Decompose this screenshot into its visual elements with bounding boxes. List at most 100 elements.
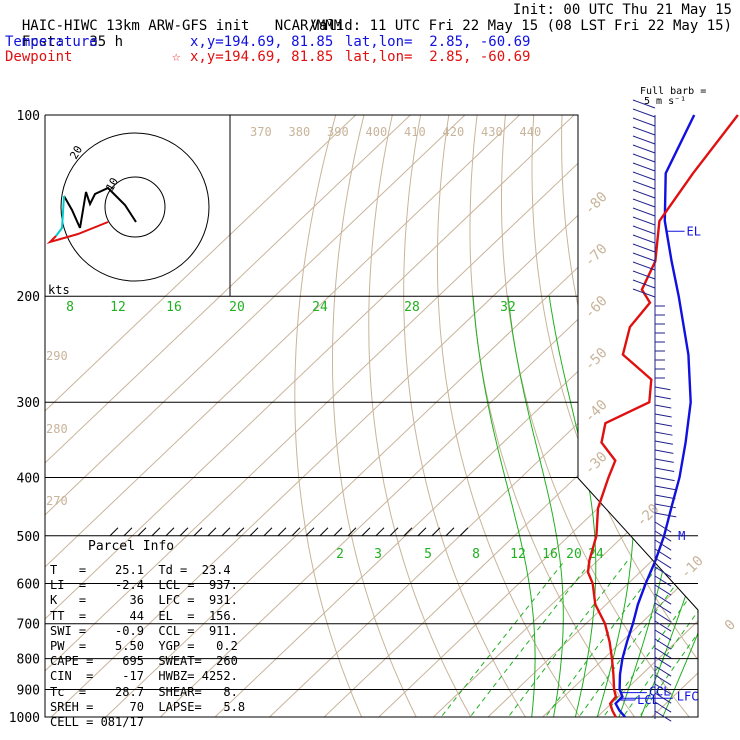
dry-adiabat-line [368,115,479,717]
wind-barb [632,288,656,298]
tick-mark [277,527,287,537]
mixing-ratio-line [430,560,566,717]
wind-barb [654,647,672,659]
wind-barb [632,207,656,217]
wind-barb [654,602,672,614]
tick-mark [235,527,245,537]
level-label-lcl: LCL [637,693,659,707]
isotherm-label: -70 [582,241,611,270]
isotherm-label: 0 [722,617,739,634]
tick-mark [291,527,301,537]
pressure-tick-label: 1000 [9,711,40,726]
dewpoint-star-icon: ☆ [172,49,181,65]
wind-barb [654,449,674,454]
sounding-traces [229,114,739,718]
barb-legend-line1: Full barb = [640,86,707,97]
tick-mark [347,527,357,537]
wind-barb [654,638,672,650]
wind-barb [654,710,672,722]
hodograph-trace-mid [55,195,65,237]
moist-adiabat-label: 12 [110,300,126,315]
pressure-tick-label: 500 [17,530,40,545]
wind-barb [632,99,656,109]
org-name: NCAR/MMM [274,18,343,34]
wind-barb [654,467,675,472]
plot-frame [44,114,699,718]
moist-adiabat-label: 20 [229,300,245,315]
pressure-tick-label: 800 [17,653,40,668]
wind-barb [632,117,656,127]
isotherm-line [45,115,357,717]
dewpoint-legend: Dewpoint [5,49,73,65]
dewpoint-xy: x,y=194.69, 81.85 [190,49,334,65]
dry-adiabat-line [294,115,368,717]
isotherm-line [323,115,698,717]
moist-adiabat-label: 8 [66,300,74,315]
hodograph-ring-label: 20 [67,144,85,162]
wind-barb [654,584,672,596]
wind-barb [632,270,656,280]
wind-barb [654,494,676,500]
moist-adiabat-line [662,296,698,717]
wind-barb [654,503,676,509]
isotherm-line [378,115,698,717]
wind-barb [654,674,672,686]
pressure-tick-label: 900 [17,683,40,698]
wind-barb [654,458,674,463]
pressure-tick-label: 400 [17,471,40,486]
wind-barb [654,665,672,677]
wind-barb [654,557,672,569]
pressure-tick-label: 100 [17,109,40,124]
dry-adiabat-line [403,115,534,717]
moist-adiabat-label: 16 [166,300,182,315]
dry-adiabat-line [674,115,698,717]
wind-barb [632,225,656,235]
wind-barb [632,126,656,136]
valid-time: Valid: 11 UTC Fri 22 May 15 (08 LST Fri … [310,18,732,34]
isotherm-line [45,115,575,717]
isotherm-label: -60 [582,293,611,322]
tick-mark [375,527,385,537]
mixing-ratio-label: 8 [472,547,480,562]
wind-barb [632,252,656,262]
tick-mark [319,527,329,537]
isotherm-label: -20 [633,501,662,530]
mixing-ratio-label: 20 [566,547,582,562]
wind-barb [632,171,656,181]
isotherm-line [214,115,698,717]
hodograph-trace-upper [79,186,137,229]
parcel-info-title: Parcel Info [88,539,175,554]
theta-label: 390 [327,125,349,139]
wind-barb [632,162,656,172]
wind-barb [632,198,656,208]
parcel-info-row: LI = -2.4 LCL = 937. [50,578,238,593]
mixing-ratio-line [613,560,698,717]
wind-barb [654,512,677,518]
theta-label: 420 [443,125,465,139]
wind-barb [654,566,672,578]
theta-label: 430 [481,125,503,139]
tick-mark [389,527,399,537]
isotherm-line [542,115,698,717]
mixing-ratio-label: 5 [424,547,432,562]
model-name: HAIC-HIWC 13km ARW-GFS init [21,18,250,34]
pressure-tick-label: 300 [17,396,40,411]
tick-mark [445,527,455,537]
wind-barbs [632,99,677,722]
wind-barb [654,404,672,409]
parcel-info-row: T = 25.1 Td = 23.4 [50,563,231,577]
isotherm-label: -30 [582,449,611,478]
wind-barb [632,180,656,190]
wind-barb [654,593,672,605]
isotherm-line [160,115,698,717]
wind-barb [654,413,672,418]
temperature-latlon: lat,lon= 2.85, -60.69 [345,34,531,50]
isotherm-line [433,115,698,717]
wind-barb [654,521,672,533]
wind-barb [654,575,672,587]
mixing-ratio-label: 2 [336,547,344,562]
theta-label: 370 [250,125,272,139]
wind-barb [654,431,673,436]
